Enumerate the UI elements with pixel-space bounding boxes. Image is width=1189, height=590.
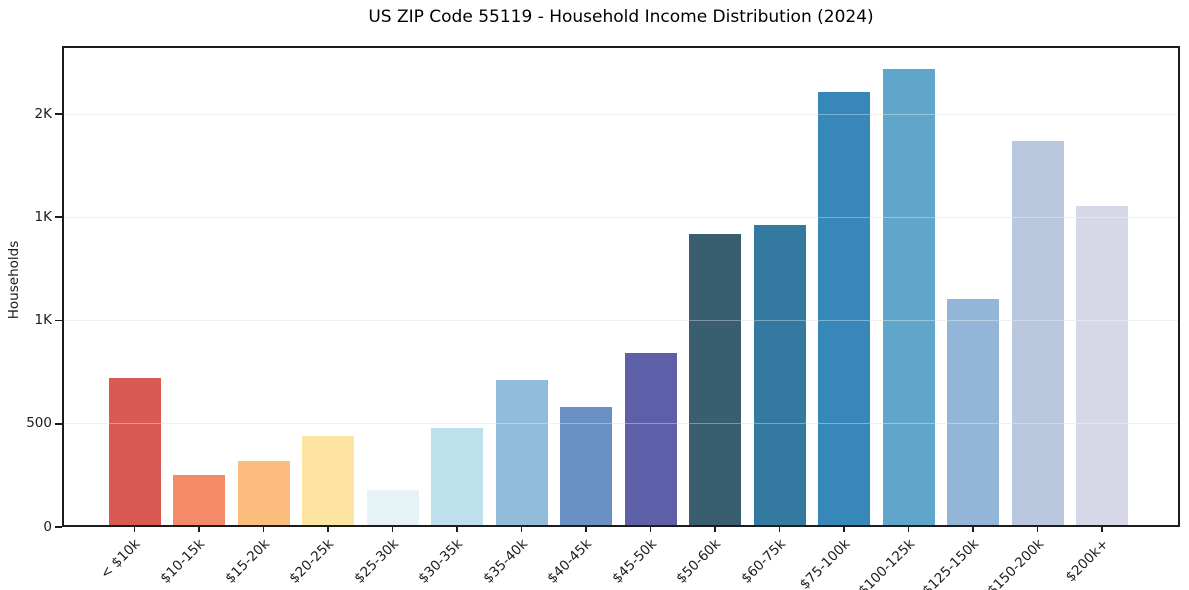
x-tick-mark [456, 527, 458, 532]
bar-$125-150k [947, 298, 999, 527]
x-tick-mark [1036, 527, 1039, 532]
y-tick-mark [55, 113, 62, 115]
y-tick-label: 500 [26, 415, 52, 432]
gridline [62, 423, 1180, 425]
x-tick-mark [649, 527, 652, 532]
gridline [62, 320, 1180, 322]
gridline-overlay [62, 320, 1180, 322]
x-tick-mark [327, 527, 329, 532]
bar-$100-125k [882, 68, 935, 527]
x-tick-mark [133, 527, 136, 532]
x-tick-label-text: $20-25k [286, 536, 338, 587]
x-tick-mark [907, 527, 910, 532]
x-tick-label-text: $150-200k [984, 536, 1047, 590]
y-tick-label: 2K [34, 105, 52, 122]
chart-title: US ZIP Code 55119 - Household Income Dis… [368, 7, 874, 27]
gridline-overlay [62, 113, 1180, 115]
x-tick-label-text: $15-20k [222, 536, 273, 587]
x-tick-mark [520, 527, 523, 532]
x-tick-label-text: $100-125k [855, 536, 918, 590]
x-tick-label-text: $50-60k [673, 536, 725, 587]
x-tick-label-text: $25-30k [351, 536, 402, 587]
gridline [62, 113, 1180, 115]
y-tick-label: 1K [34, 208, 52, 225]
x-tick-mark [391, 527, 394, 532]
x-tick-label-text: $10-15k [157, 536, 209, 587]
x-tick-label-text: $30-35k [415, 536, 467, 587]
x-tick-label-text: < $10k [97, 536, 144, 583]
gridline-overlay [62, 216, 1180, 218]
bar-$40-45k [560, 407, 612, 527]
x-tick-label-text: $60-75k [738, 536, 789, 587]
bar-$10-15k [173, 475, 225, 527]
y-tick-label: 0 [43, 518, 52, 535]
x-tick-label-text: $200k+ [1062, 536, 1112, 586]
gridline-overlay [62, 423, 1180, 425]
bar-$60-75k [753, 224, 806, 527]
bar-$35-40k [495, 380, 548, 527]
x-tick-mark [778, 527, 781, 532]
y-tick-mark [55, 526, 62, 528]
x-tick-mark [198, 527, 200, 532]
x-tick-mark [714, 527, 716, 532]
x-tick-label-text: $75-100k [796, 536, 854, 590]
x-tick-mark [262, 527, 265, 532]
bar-$45-50k [624, 352, 677, 527]
x-tick-label-text: $45-50k [609, 536, 660, 587]
bar-$200k+ [1076, 205, 1128, 527]
x-tick-mark [972, 527, 974, 532]
x-tick-label-text: $40-45k [544, 536, 596, 587]
bar-$25-30k [366, 489, 419, 527]
bar-$50-60k [689, 233, 741, 527]
y-tick-mark [55, 216, 62, 219]
bar-$20-25k [302, 436, 354, 527]
y-tick-mark [55, 422, 62, 425]
x-tick-mark [585, 527, 587, 532]
gridline [62, 216, 1180, 218]
y-tick-label: 1K [34, 312, 52, 329]
x-tick-label-text: $35-40k [480, 536, 531, 587]
x-tick-mark [843, 527, 845, 532]
bar-$30-35k [431, 427, 483, 527]
x-tick-label-text: $125-150k [919, 536, 983, 590]
bar-$15-20k [237, 460, 290, 527]
bar-< $10k [108, 378, 161, 527]
y-tick-mark [55, 319, 62, 322]
x-tick-mark [1101, 527, 1103, 532]
y-axis-label: Households [6, 240, 22, 320]
bar-$75-100k [818, 92, 870, 527]
bar-$150-200k [1011, 140, 1064, 527]
